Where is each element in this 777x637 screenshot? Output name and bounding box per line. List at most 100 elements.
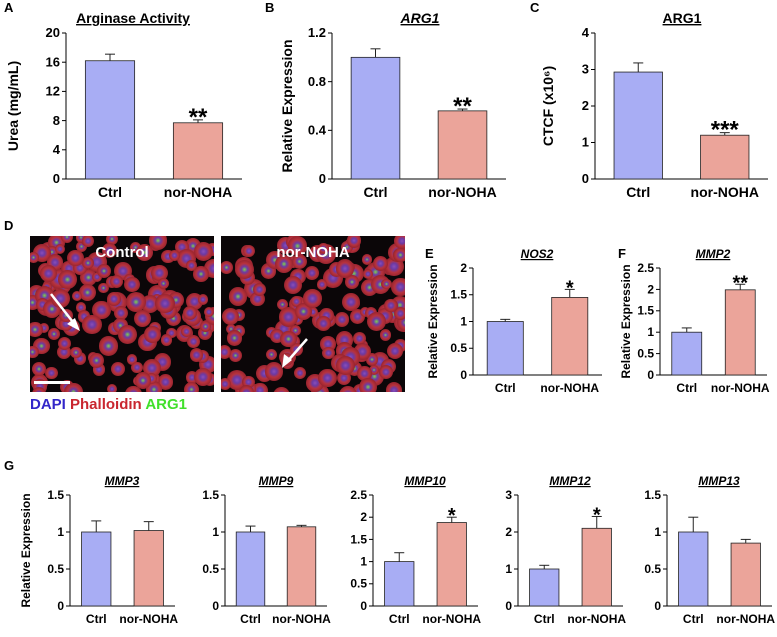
cell	[279, 307, 299, 327]
chart-mmp13: MMP13 0 0.5 1 1.5 Ctrl nor-NOHA	[644, 474, 775, 626]
cell	[76, 240, 88, 252]
cell	[30, 345, 39, 358]
cell	[186, 260, 197, 271]
bar-nor-noha	[724, 289, 756, 376]
y-tick-label: 1	[360, 554, 367, 568]
y-tick-label: 2	[505, 525, 512, 539]
cell	[133, 309, 151, 327]
cell	[57, 270, 77, 290]
cell	[385, 382, 403, 392]
cell	[45, 366, 58, 380]
cell	[291, 253, 308, 270]
y-tick-label: 0.5	[637, 346, 654, 360]
cell	[82, 314, 102, 335]
x-tick-label: nor-NOHA	[711, 381, 770, 395]
cell	[280, 330, 297, 348]
x-tick-label: nor-NOHA	[272, 612, 331, 626]
y-tick-label: 3	[582, 62, 589, 77]
cell	[117, 324, 138, 345]
cell	[275, 255, 294, 273]
y-tick-label: 0.5	[47, 562, 64, 576]
chart-title: MMP9	[259, 474, 294, 488]
cell	[81, 256, 95, 270]
cell	[362, 268, 373, 279]
cell	[226, 323, 237, 335]
chart-title: MMP3	[105, 474, 140, 488]
cell	[189, 348, 204, 362]
y-tick-label: 12	[46, 84, 60, 99]
y-tick-label: 8	[53, 113, 60, 128]
cell	[252, 382, 268, 392]
cell	[40, 265, 57, 283]
cell	[264, 362, 284, 381]
chart-mmp9: MMP9 0 0.5 1 1.5 Ctrl nor-NOHA	[202, 474, 331, 626]
cell	[38, 322, 49, 333]
bar-nor-noha	[436, 522, 467, 607]
y-tick-label: 1	[647, 325, 654, 339]
cell	[70, 346, 83, 359]
bar-nor-noha	[133, 530, 164, 607]
cell	[145, 381, 163, 392]
y-tick-label: 0	[212, 599, 219, 613]
cell	[221, 260, 233, 274]
panel-letter-d: D	[4, 218, 14, 233]
y-tick-label: 20	[46, 25, 60, 40]
x-tick-label: Ctrl	[495, 381, 516, 395]
cell	[126, 291, 147, 312]
cell	[32, 386, 47, 392]
cell	[340, 240, 353, 253]
cell	[109, 274, 124, 289]
x-tick-label: Ctrl	[363, 184, 387, 200]
cell	[335, 259, 355, 278]
x-tick-label: nor-NOHA	[164, 184, 232, 200]
chart-title: NOS2	[521, 247, 554, 261]
cell	[194, 242, 214, 261]
y-tick-label: 0.5	[644, 562, 661, 576]
cell	[317, 242, 329, 254]
bar-ctrl	[613, 71, 663, 180]
cell	[272, 386, 290, 392]
cell	[75, 301, 87, 313]
cell	[30, 295, 41, 311]
chart-title: ARG1	[400, 10, 440, 26]
cell	[106, 383, 118, 392]
cell	[234, 260, 254, 280]
x-tick-label: nor-NOHA	[567, 612, 626, 626]
cell	[31, 361, 46, 376]
y-tick-label: 1	[460, 314, 467, 328]
y-tick-label: 0.5	[450, 341, 467, 355]
y-tick-label: 0	[505, 599, 512, 613]
cell	[221, 345, 232, 360]
y-tick-label: 1.5	[47, 488, 64, 502]
cell	[203, 306, 214, 318]
cell	[335, 356, 355, 375]
cell	[221, 307, 240, 326]
cell	[75, 236, 87, 243]
cell	[134, 372, 152, 389]
cell	[193, 367, 213, 386]
significance-marker: **	[732, 272, 748, 294]
significance-marker: *	[566, 277, 574, 299]
cell	[181, 326, 192, 338]
bar-nor-noha	[437, 110, 488, 180]
cell	[359, 377, 378, 392]
cell	[221, 377, 231, 390]
cell	[166, 327, 177, 339]
y-tick-label: 2	[647, 282, 654, 296]
y-axis-label: Urea (mg/mL)	[5, 61, 21, 151]
x-tick-label: Ctrl	[240, 612, 261, 626]
chart-nos2: E NOS2 Relative Expression 0 0.5 1 1.5 2 Ctrl * no…	[425, 246, 602, 395]
cell	[50, 288, 70, 308]
x-tick-label: Ctrl	[98, 184, 122, 200]
cell	[146, 373, 158, 385]
y-tick-label: 0	[647, 368, 654, 382]
cell	[110, 362, 125, 377]
panel-letter: F	[618, 246, 626, 261]
cell	[48, 328, 60, 341]
cell	[30, 321, 44, 338]
cell	[198, 294, 209, 305]
y-tick-label: 0	[582, 171, 589, 186]
cell	[357, 366, 372, 381]
cell	[303, 289, 322, 308]
